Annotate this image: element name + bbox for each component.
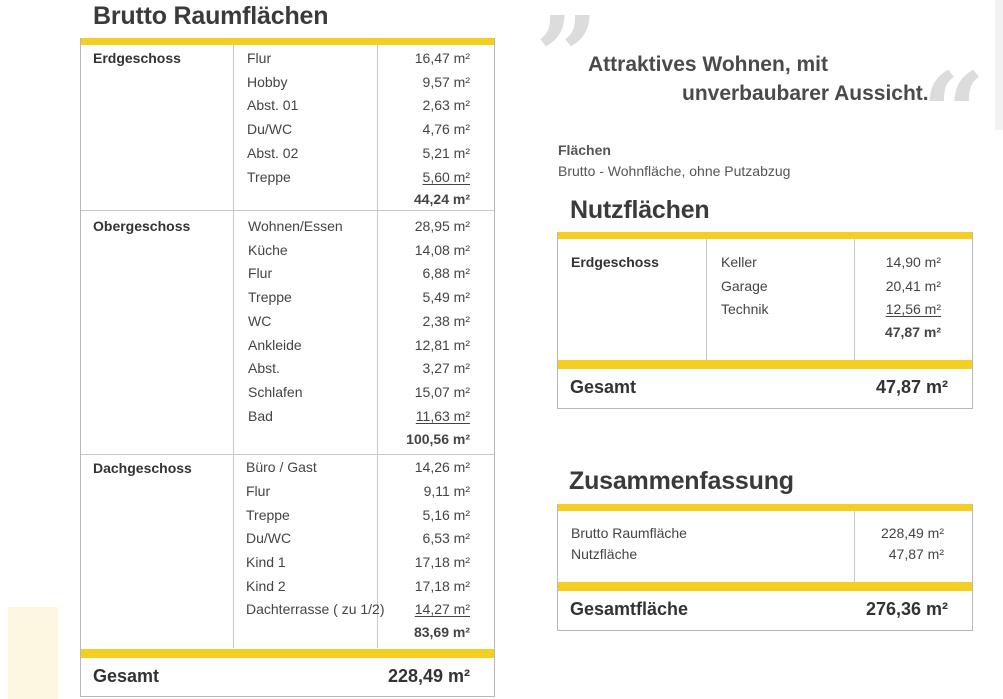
item-name: Nutzfläche: [571, 546, 638, 562]
item-name: Ankleide: [248, 337, 302, 353]
item-name: Treppe: [248, 289, 292, 305]
total-label: Gesamt: [570, 377, 637, 397]
item-value: 12,56 m²: [885, 301, 941, 317]
section-label: Dachgeschoss: [93, 460, 192, 476]
item-value: 3,27 m²: [422, 360, 470, 376]
item-value: 5,49 m²: [422, 289, 470, 305]
item-name: Abst. 01: [247, 97, 299, 113]
item-name: Dachterrasse ( zu 1/2): [246, 601, 385, 617]
column-divider: [854, 239, 855, 361]
accent-bar: [558, 582, 972, 591]
column-divider: [854, 511, 855, 583]
accent-bar: [81, 38, 494, 45]
item-value: 5,21 m²: [422, 145, 470, 161]
item-name: Kind 2: [246, 578, 286, 594]
accent-bar: [558, 360, 972, 369]
total-label: Gesamtfläche: [570, 599, 689, 619]
item-name: Garage: [721, 278, 768, 294]
accent-bar: [558, 504, 972, 511]
item-value: 17,18 m²: [414, 554, 470, 570]
item-value: 4,76 m²: [422, 121, 470, 137]
quote-line-1: Attraktives Wohnen, mit: [588, 53, 828, 76]
item-value: 12,81 m²: [414, 337, 470, 353]
subtotal-value: 100,56 m²: [406, 431, 470, 447]
accent-bar: [558, 232, 972, 239]
item-value: 11,63 m²: [415, 408, 470, 424]
item-value: 9,11 m²: [423, 483, 470, 499]
item-value: 14,90 m²: [885, 254, 941, 270]
item-name: Schlafen: [248, 384, 303, 400]
item-name: WC: [248, 313, 272, 329]
item-name: Du/WC: [246, 530, 292, 546]
item-value: 14,26 m²: [414, 459, 470, 475]
item-value: 9,57 m²: [422, 74, 470, 90]
quote-close-icon: “: [922, 48, 986, 177]
item-name: Wohnen/Essen: [248, 218, 343, 234]
item-value: 14,08 m²: [414, 242, 470, 258]
item-name: Flur: [246, 483, 271, 499]
item-value: 20,41 m²: [885, 278, 941, 294]
flaechen-subtitle: Brutto - Wohnfläche, ohne Putzabzug: [558, 163, 791, 179]
item-value: 2,63 m²: [422, 97, 470, 113]
item-name: Flur: [247, 50, 272, 66]
decorative-edge: [995, 0, 1003, 130]
item-value: 5,60 m²: [422, 169, 470, 185]
subtotal-value: 44,24 m²: [413, 191, 470, 207]
item-value: 6,53 m²: [422, 530, 470, 546]
item-name: Flur: [248, 265, 273, 281]
item-name: Kind 1: [246, 554, 286, 570]
item-name: Treppe: [246, 507, 290, 523]
item-value: 2,38 m²: [422, 313, 470, 329]
item-name: Treppe: [247, 169, 291, 185]
item-name: Brutto Raumfläche: [571, 525, 687, 541]
item-value: 16,47 m²: [414, 50, 470, 66]
item-value: 14,27 m²: [414, 601, 470, 617]
column-divider: [706, 239, 707, 361]
section-divider: [81, 454, 494, 455]
total-value: 276,36 m²: [865, 599, 948, 619]
accent-bar: [81, 649, 494, 658]
total-value: 228,49 m²: [387, 666, 470, 686]
item-name: Büro / Gast: [246, 459, 317, 475]
item-value: 47,87 m²: [888, 546, 944, 562]
item-name: Hobby: [247, 74, 288, 90]
decorative-block: [8, 607, 58, 699]
item-name: Keller: [721, 254, 757, 270]
quote-open-icon: ”: [535, 0, 599, 121]
item-name: Abst. 02: [247, 145, 299, 161]
section-label: Erdgeschoss: [571, 254, 659, 270]
section-divider: [81, 210, 494, 211]
nutz-title: Nutzflächen: [570, 196, 710, 224]
total-value: 47,87 m²: [875, 377, 948, 397]
flaechen-title: Flächen: [558, 142, 611, 158]
item-value: 5,16 m²: [422, 507, 470, 523]
item-value: 6,88 m²: [422, 265, 470, 281]
item-value: 17,18 m²: [414, 578, 470, 594]
item-value: 28,95 m²: [414, 218, 470, 234]
item-value: 15,07 m²: [414, 384, 470, 400]
section-label: Erdgeschoss: [93, 50, 181, 66]
nutz-table: Erdgeschoss Keller Garage Technik 14,90 …: [557, 232, 973, 409]
section-label: Obergeschoss: [93, 218, 191, 234]
item-name: Technik: [721, 301, 769, 317]
brutto-table: Erdgeschoss Flur Hobby Abst. 01 Du/WC Ab…: [80, 38, 495, 697]
summary-title: Zusammenfassung: [569, 467, 794, 495]
item-name: Bad: [248, 408, 273, 424]
column-divider: [233, 45, 234, 648]
item-name: Abst.: [248, 360, 280, 376]
item-name: Du/WC: [247, 121, 293, 137]
summary-table: Brutto Raumfläche Nutzfläche 228,49 m² 4…: [557, 504, 973, 631]
subtotal-value: 83,69 m²: [413, 624, 470, 640]
total-label: Gesamt: [93, 666, 160, 686]
subtotal-value: 47,87 m²: [884, 324, 941, 340]
column-divider: [377, 45, 378, 648]
item-name: Küche: [248, 242, 288, 258]
brutto-title: Brutto Raumflächen: [93, 2, 329, 30]
quote-line-2: unverbaubarer Aussicht.: [682, 82, 929, 105]
item-value: 228,49 m²: [880, 525, 944, 541]
